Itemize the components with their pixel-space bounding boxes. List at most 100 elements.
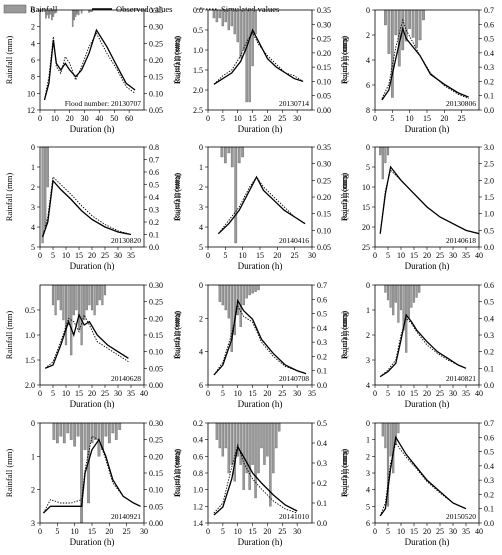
runoff-tick-label: 0.6 — [149, 168, 159, 177]
rainfall-bar — [221, 9, 225, 27]
rainfall-bar — [386, 284, 390, 301]
x-tick-label: 5 — [221, 527, 225, 536]
runoff-tick-label: 0.05 — [149, 106, 163, 115]
x-tick-label: 10 — [62, 251, 70, 260]
rainfall-bar — [379, 146, 382, 156]
rain-tick-label: 6 — [31, 56, 35, 65]
x-tick-label: 25 — [278, 527, 286, 536]
panel-Flood number: 20130707: 0 10 20 30 40 50 60024681012 0.050.100.150.200.… — [4, 6, 183, 134]
x-tick-label: 25 — [278, 389, 286, 398]
rainfall-bar — [85, 284, 88, 311]
rain-tick-label: 0 — [31, 6, 35, 15]
rainfall-bar — [384, 422, 387, 449]
x-tick-label: 10 — [397, 389, 405, 398]
rain-tick-label: 8 — [31, 73, 35, 82]
x-tick-label: 25 — [291, 251, 299, 260]
rain-tick-label: 4 — [366, 381, 370, 390]
runoff-tick-label: 0.0 — [484, 243, 494, 252]
runoff-tick-label: 0.1 — [484, 92, 494, 101]
x-tick-label: 10 — [239, 251, 247, 260]
runoff-tick-label: 0.0 — [484, 381, 494, 390]
rainfall-bar — [257, 422, 260, 474]
rainfall-bar — [394, 9, 398, 36]
runoff-tick-label: 0.7 — [317, 281, 327, 290]
runoff-tick-label: 0.4 — [484, 462, 494, 471]
x-tick-label: 20 — [263, 527, 271, 536]
rainfall-bar — [94, 422, 97, 440]
x-axis-title: Duration (h) — [405, 399, 450, 409]
panel-20140628: 0 5 10 15 20 25 30 35 40 0.5 1.0 1.5 2.0 0.00 0.05 0.10… — [4, 281, 183, 409]
runoff-tick-label: 0.25 — [317, 176, 331, 185]
rainfall-bar — [62, 284, 65, 321]
runoff-tick-label: 0.15 — [149, 73, 163, 82]
rainfall-bar — [227, 422, 230, 474]
rainfall-bar — [263, 422, 266, 465]
flood-number-label: 20141010 — [279, 512, 309, 521]
rainfall-bar — [381, 422, 384, 437]
rain-tick-label: 4 — [31, 223, 35, 232]
runoff-tick-label: 0.30 — [149, 281, 163, 290]
rainfall-bar — [88, 284, 91, 306]
rain-tick-label: 25 — [362, 243, 370, 252]
rainfall-bar — [415, 284, 418, 298]
observed-runoff-line — [44, 313, 129, 369]
rainfall-bar — [80, 422, 83, 524]
rainfall-bar — [224, 422, 228, 449]
x-tick-label: 30 — [449, 527, 457, 536]
x-axis-title: Duration (h) — [405, 124, 450, 134]
rainfall-bar — [73, 422, 77, 447]
rainfall-bar — [104, 422, 108, 437]
simulated-runoff-line — [42, 176, 132, 238]
x-tick-label: 20 — [105, 527, 113, 536]
runoff-tick-label: 0.25 — [149, 436, 163, 445]
runoff-tick-label: 0.7 — [484, 6, 494, 15]
rain-tick-label: 1 — [366, 306, 370, 315]
runoff-tick-label: 0.15 — [149, 469, 163, 478]
x-axis-title: Duration (h) — [238, 399, 283, 409]
x-tick-label: 40 — [475, 251, 483, 260]
x-tick-label: 25 — [436, 389, 444, 398]
runoff-tick-label: 1.0 — [484, 210, 494, 219]
x-tick-label: 15 — [88, 527, 96, 536]
rain-tick-label: 1.5 — [25, 356, 35, 365]
x-tick-label: 0 — [206, 389, 210, 398]
rain-tick-label: 0 — [366, 281, 370, 290]
rain-tick-label: 4 — [199, 348, 203, 357]
rainfall-bar — [248, 422, 251, 490]
x-tick-label: 30 — [308, 251, 316, 260]
x-tick-label: 5 — [386, 389, 390, 398]
rain-tick-label: 3 — [366, 356, 370, 365]
panel-20140708: 0 5 10 15 20 25 30 35 0 2 4 6 0.0 0.1 0.2 0.3 0.4 0.5 0.6 0… — [172, 281, 351, 409]
rain-tick-label: 1.0 — [193, 486, 203, 495]
observed-runoff-line — [43, 438, 141, 514]
x-tick-label: 0 — [206, 251, 210, 260]
rainfall-bar — [237, 146, 241, 164]
runoff-tick-label: 0.3 — [484, 476, 494, 485]
rainfall-bar — [394, 284, 397, 303]
x-tick-label: 20 — [66, 114, 74, 123]
rainfall-bar — [227, 146, 231, 154]
runoff-tick-label: 1.5 — [484, 193, 494, 202]
x-axis-title: Duration (h) — [405, 537, 450, 547]
rain-tick-label: 15 — [362, 203, 370, 212]
x-tick-label: 40 — [475, 389, 483, 398]
rainfall-bar — [221, 284, 225, 306]
rain-tick-label: 2 — [366, 331, 370, 340]
runoff-tick-label: 0.5 — [484, 226, 494, 235]
rain-tick-label: 0.8 — [193, 469, 203, 478]
x-tick-label: 5 — [51, 389, 55, 398]
rainfall-bar — [107, 422, 111, 444]
rain-tick-label: 1.0 — [193, 46, 203, 55]
flood-number-label: 20140618 — [446, 236, 476, 245]
runoff-tick-label: 0.8 — [149, 143, 159, 152]
x-tick-label: 60 — [125, 114, 133, 123]
rain-axis-title: Rainfall (mm) — [4, 173, 14, 222]
x-axis-title: Duration (h) — [238, 537, 283, 547]
runoff-tick-label: 0.15 — [317, 63, 331, 72]
simulated-runoff-line — [213, 443, 298, 514]
rainfall-bar — [73, 9, 75, 21]
x-tick-label: 35 — [462, 389, 470, 398]
rainfall-bar — [410, 284, 413, 308]
rain-tick-label: 1.0 — [25, 331, 35, 340]
